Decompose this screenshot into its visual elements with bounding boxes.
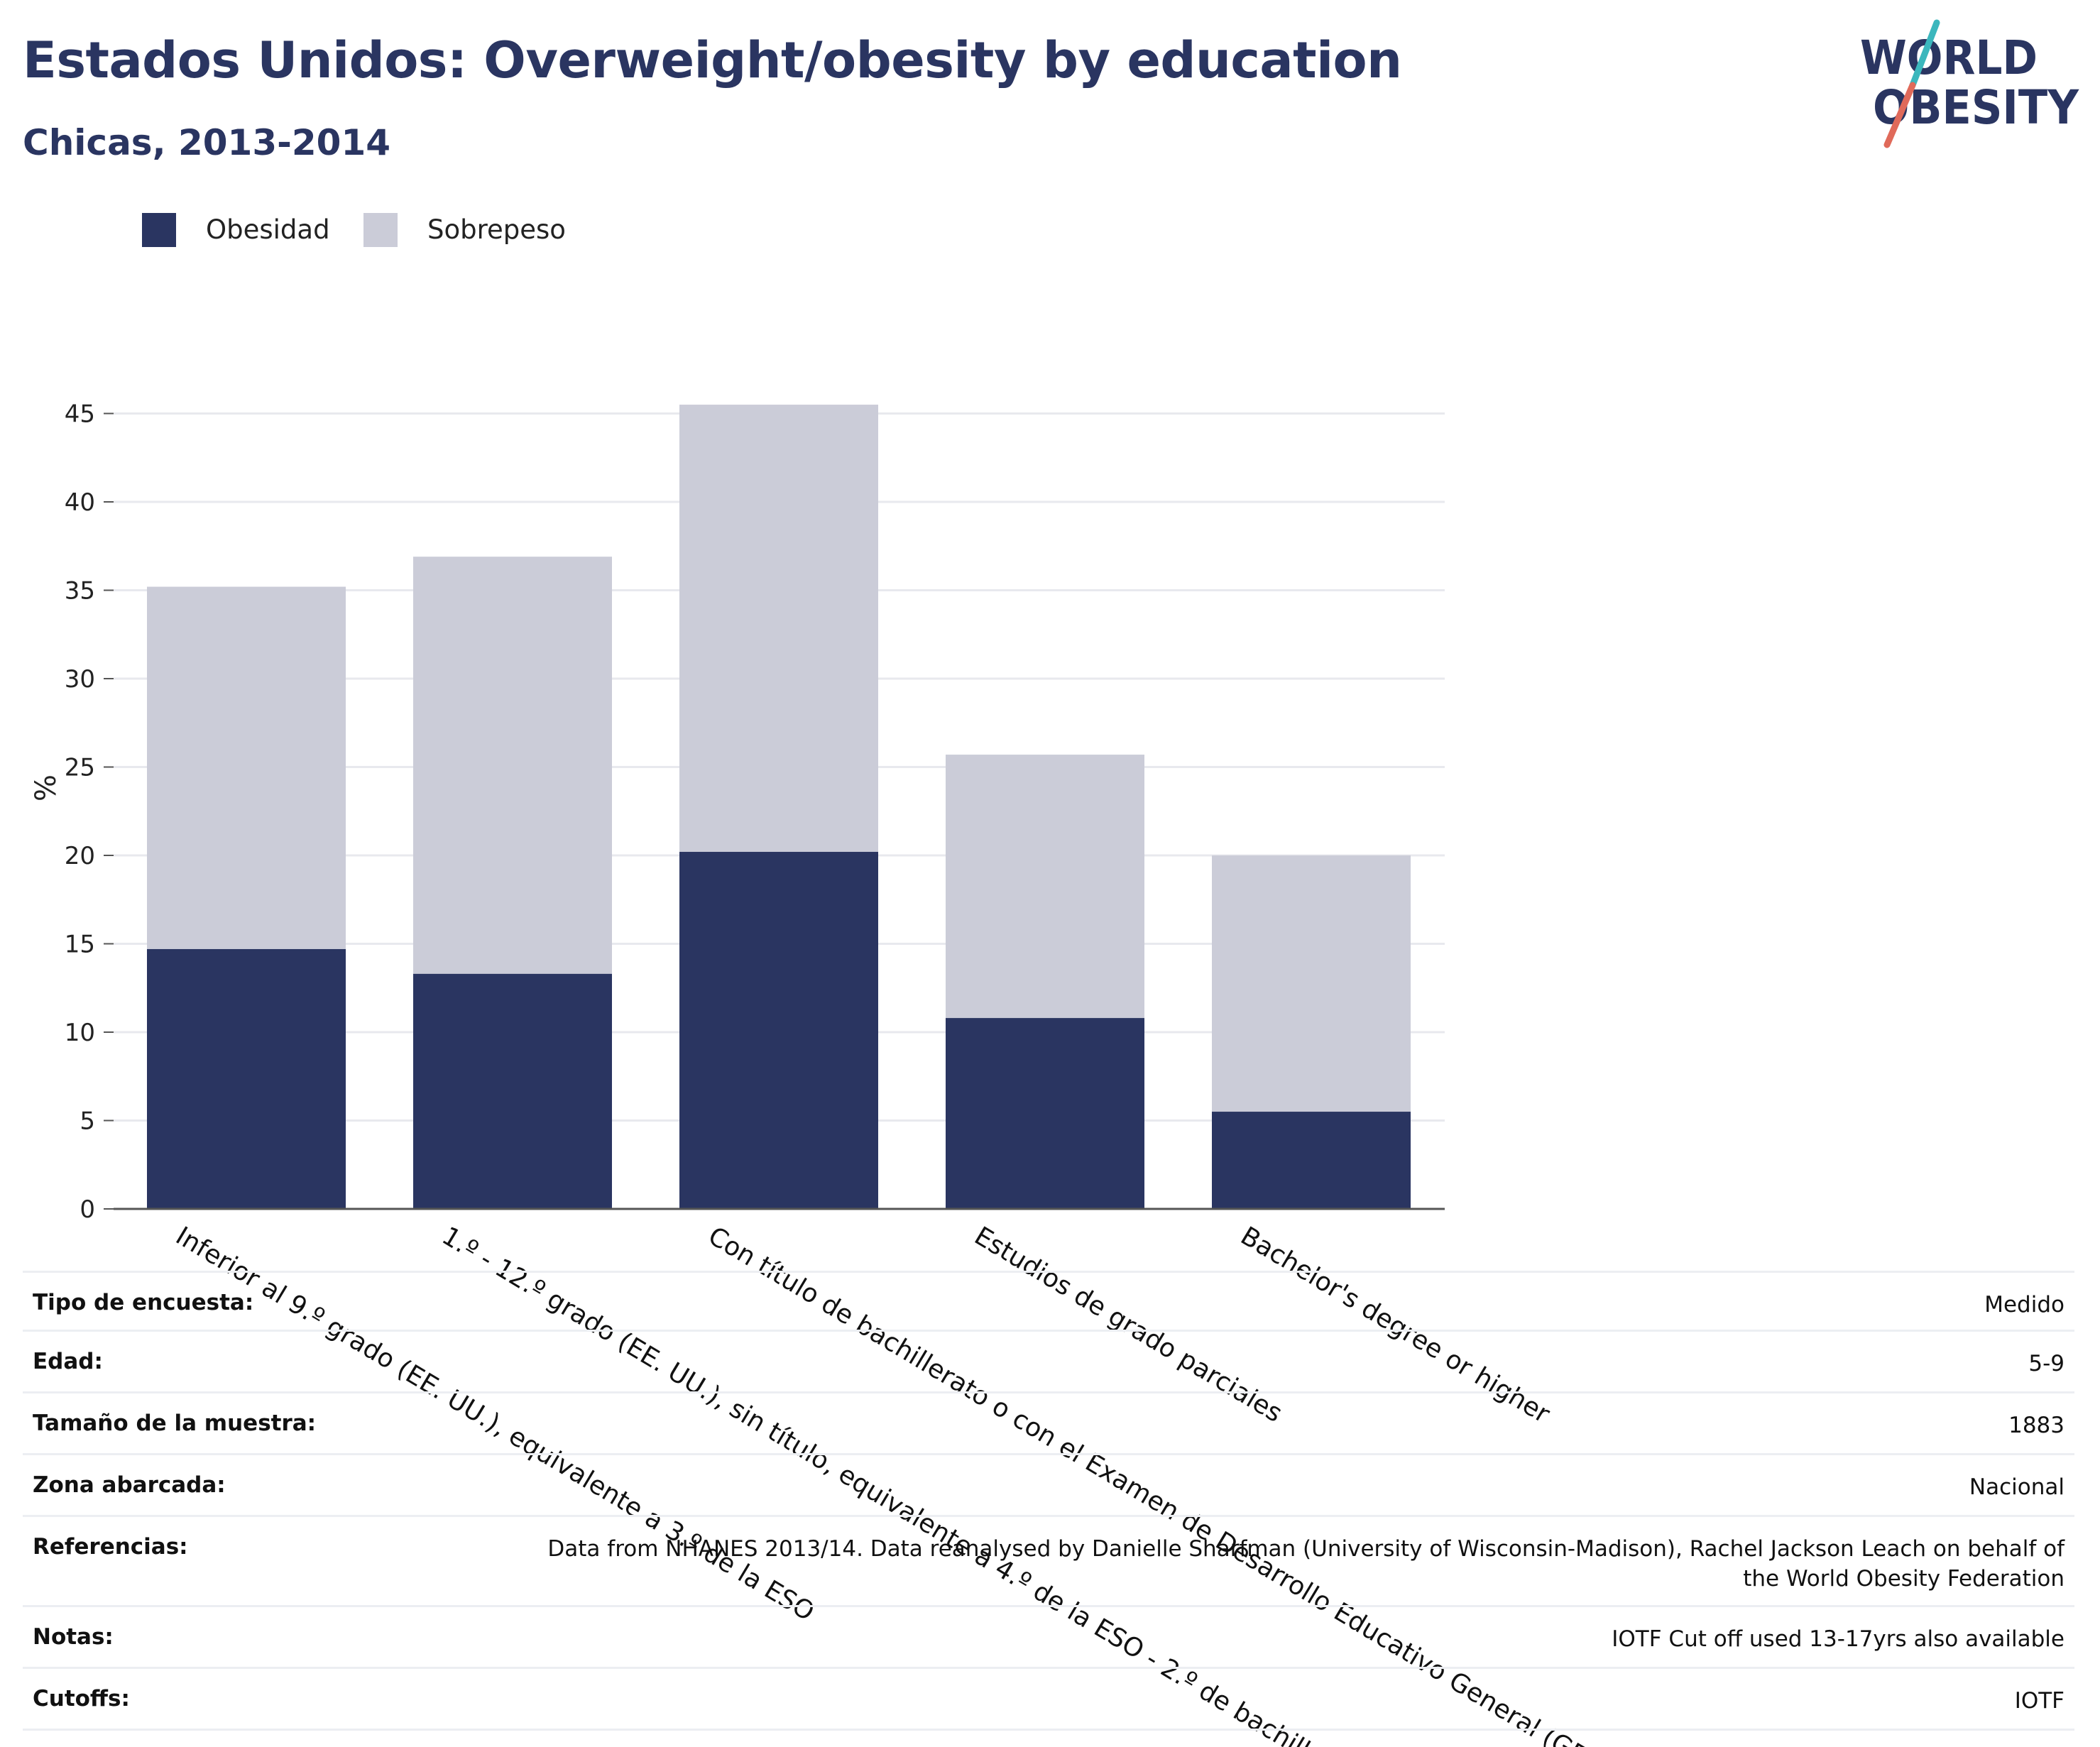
info-label: Cutoffs: [33,1686,130,1712]
bar-sobrepeso [946,755,1144,1019]
y-tick-label: 20 [65,842,95,870]
info-label: Zona abarcada: [33,1472,226,1498]
bar-obesidad [147,948,346,1209]
y-tick-label: 35 [65,577,95,606]
bar-sobrepeso [1212,855,1411,1112]
info-value: IOTF Cut off used 13-17yrs also availabl… [1612,1626,2065,1652]
bar-sobrepeso [413,557,612,974]
bar-obesidad [413,973,612,1209]
info-value: Data from NHANES 2013/14. Data reanalyse… [547,1536,2065,1592]
y-tick-label: 10 [65,1019,95,1047]
info-value: IOTF [2014,1688,2065,1714]
info-row: Tamaño de la muestra: 1883 [23,1391,2074,1453]
legend-label-obesidad: Obesidad [206,214,330,245]
chart-title: Estados Unidos: Overweight/obesity by ed… [23,31,1402,89]
bar-sobrepeso [679,405,878,853]
info-row: Tipo de encuesta: Medido [23,1271,2074,1330]
y-tick-label: 5 [80,1107,95,1136]
info-row: Edad: 5-9 [23,1330,2074,1391]
info-value: Medido [1984,1292,2065,1318]
y-tick-label: 45 [65,400,95,429]
bar-obesidad [679,852,878,1209]
legend-label-sobrepeso: Sobrepeso [427,214,566,245]
bar-obesidad [946,1018,1144,1209]
logo-slash-bottom [1883,82,1916,148]
legend-swatch-obesidad [142,213,176,247]
logo-line-obesity: OBESITY [1873,80,2079,135]
chart-subtitle: Chicas, 2013-2014 [23,122,391,163]
info-label: Edad: [33,1349,103,1374]
y-tick-label: 30 [65,665,95,694]
survey-info-table: Tipo de encuesta: Medido Edad: 5-9 Tamaño de… [23,1271,2074,1731]
logo-line-world: WORLD [1860,31,2038,85]
info-row: Notas: IOTF Cut off used 13-17yrs also av… [23,1605,2074,1667]
world-obesity-logo: WORLD OBESITY [1860,19,2079,148]
y-axis-label: % [30,774,62,801]
info-value: Nacional [1969,1474,2065,1500]
legend-swatch-sobrepeso [363,213,398,247]
info-label: Notas: [33,1624,114,1650]
y-tick-label: 25 [65,754,95,782]
info-label: Referencias: [33,1534,188,1560]
info-value: 5-9 [2028,1351,2065,1376]
info-label: Tipo de encuesta: [33,1290,254,1315]
info-row: Cutoffs: IOTF [23,1667,2074,1731]
info-value: 1883 [2008,1413,2065,1438]
y-tick-label: 0 [80,1195,95,1224]
y-tick-label: 15 [65,931,95,959]
y-tick-label: 40 [65,488,95,517]
bar-sobrepeso [147,586,346,949]
info-row: Referencias: Data from NHANES 2013/14. Da… [23,1515,2074,1605]
logo-slash-top [1909,19,1940,89]
info-label: Tamaño de la muestra: [33,1411,317,1436]
bar-obesidad [1212,1112,1411,1209]
info-row: Zona abarcada: Nacional [23,1453,2074,1515]
